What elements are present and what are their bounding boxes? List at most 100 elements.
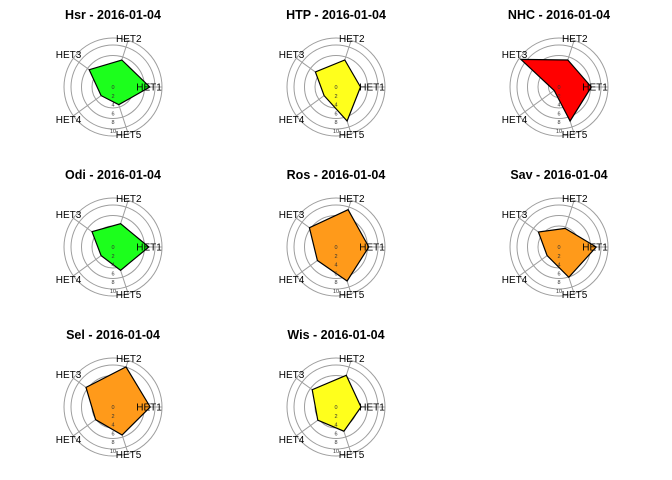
- tick-label: 4: [111, 263, 114, 269]
- tick-label: 6: [111, 111, 114, 117]
- axis-label: HET5: [562, 130, 588, 141]
- tick-label: 10: [333, 129, 339, 135]
- tick-label: 8: [334, 440, 337, 446]
- axis-label: HET4: [502, 275, 528, 286]
- axis-label: HET2: [116, 34, 142, 45]
- axis-label: HET3: [279, 370, 305, 381]
- axis-label: HET2: [116, 354, 142, 365]
- tick-label: 0: [111, 85, 114, 91]
- panel-title: HTP - 2016-01-04: [286, 8, 386, 22]
- tick-label: 4: [111, 423, 114, 429]
- tick-label: 8: [111, 440, 114, 446]
- tick-label: 0: [111, 245, 114, 251]
- data-polygon: [91, 223, 150, 272]
- tick-label: 4: [334, 423, 337, 429]
- axis-label: HET5: [562, 290, 588, 301]
- axis-label: HET3: [502, 50, 528, 61]
- tick-label: 8: [111, 280, 114, 286]
- tick-label: 0: [557, 85, 560, 91]
- tick-label: 10: [110, 129, 116, 135]
- tick-label: 8: [334, 120, 337, 126]
- tick-label: 10: [110, 289, 116, 295]
- tick-label: 8: [557, 280, 560, 286]
- radar-panel: Sel - 2016-01-04 HET1 HET2 HET3 HET4 HET5 0 2 4 6…: [56, 328, 163, 461]
- tick-label: 8: [111, 120, 114, 126]
- axis-label: HET1: [136, 403, 162, 414]
- radar-panel: Wis - 2016-01-04 HET1 HET2 HET3 HET4 HET5 0 2 4 6…: [279, 328, 386, 461]
- radar-panel: Odi - 2016-01-04 HET1 HET2 HET3 HET4 HET5 0 2 4 6…: [56, 168, 163, 301]
- axis-label: HET1: [359, 83, 385, 94]
- radar-panel: Ros - 2016-01-04 HET1 HET2 HET3 HET4 HET5 0 2 4 6…: [279, 168, 386, 301]
- tick-label: 10: [333, 289, 339, 295]
- panel-title: Wis - 2016-01-04: [287, 328, 384, 342]
- tick-label: 4: [557, 263, 560, 269]
- panel-title: Ros - 2016-01-04: [287, 168, 386, 182]
- tick-label: 6: [557, 111, 560, 117]
- tick-label: 0: [334, 85, 337, 91]
- axis-label: HET3: [56, 370, 82, 381]
- axis-label: HET2: [116, 194, 142, 205]
- axis-label: HET1: [359, 403, 385, 414]
- radar-panel: NHC - 2016-01-04 HET1 HET2 HET3 HET4 HET5 0 2 4 6…: [502, 8, 610, 141]
- panel-title: Odi - 2016-01-04: [65, 168, 161, 182]
- tick-label: 2: [334, 94, 337, 100]
- data-polygon: [537, 227, 598, 279]
- tick-label: 2: [334, 254, 337, 260]
- tick-label: 0: [334, 405, 337, 411]
- tick-label: 2: [111, 94, 114, 100]
- axis-label: HET4: [56, 115, 82, 126]
- axis-label: HET3: [56, 50, 82, 61]
- tick-label: 8: [557, 120, 560, 126]
- axis-label: HET5: [116, 130, 142, 141]
- axis-label: HET2: [339, 354, 365, 365]
- axis-label: HET4: [56, 275, 82, 286]
- axis-label: HET5: [116, 450, 142, 461]
- axis-label: HET1: [136, 243, 162, 254]
- data-polygon: [314, 59, 362, 123]
- tick-label: 10: [556, 289, 562, 295]
- tick-label: 2: [111, 254, 114, 260]
- axis-label: HET5: [339, 450, 365, 461]
- grid-spoke: [519, 86, 560, 117]
- tick-label: 4: [334, 263, 337, 269]
- tick-label: 6: [334, 271, 337, 277]
- tick-label: 2: [557, 94, 560, 100]
- axis-label: HET4: [502, 115, 528, 126]
- tick-label: 6: [111, 271, 114, 277]
- axis-label: HET2: [339, 34, 365, 45]
- axis-label: HET5: [339, 130, 365, 141]
- tick-label: 2: [557, 254, 560, 260]
- panel-title: Sav - 2016-01-04: [510, 168, 607, 182]
- tick-label: 6: [111, 431, 114, 437]
- tick-label: 10: [333, 449, 339, 455]
- tick-label: 8: [334, 280, 337, 286]
- tick-label: 2: [111, 414, 114, 420]
- data-polygon: [85, 366, 151, 436]
- axis-label: HET1: [582, 243, 608, 254]
- panel-title: NHC - 2016-01-04: [508, 8, 610, 22]
- axis-label: HET1: [359, 243, 385, 254]
- tick-label: 10: [110, 449, 116, 455]
- tick-label: 4: [557, 103, 560, 109]
- axis-label: HET2: [339, 194, 365, 205]
- radar-panel: HTP - 2016-01-04 HET1 HET2 HET3 HET4 HET5 0 2 4 6…: [279, 8, 386, 141]
- axis-label: HET3: [279, 210, 305, 221]
- axis-label: HET4: [279, 275, 305, 286]
- axis-label: HET4: [56, 435, 82, 446]
- axis-label: HET4: [279, 115, 305, 126]
- data-polygon: [88, 59, 151, 106]
- axis-label: HET2: [562, 34, 588, 45]
- tick-label: 4: [111, 103, 114, 109]
- tick-label: 0: [557, 245, 560, 251]
- data-polygon: [308, 208, 370, 282]
- panel-title: Hsr - 2016-01-04: [65, 8, 161, 22]
- tick-label: 4: [334, 103, 337, 109]
- axis-label: HET1: [136, 83, 162, 94]
- axis-label: HET3: [56, 210, 82, 221]
- data-polygon: [311, 374, 362, 432]
- axis-label: HET3: [279, 50, 305, 61]
- tick-label: 2: [334, 414, 337, 420]
- radar-panel: Hsr - 2016-01-04 HET1 HET2 HET3 HET4 HET5 0 2 4 6…: [56, 8, 163, 141]
- tick-label: 6: [557, 271, 560, 277]
- axis-label: HET5: [116, 290, 142, 301]
